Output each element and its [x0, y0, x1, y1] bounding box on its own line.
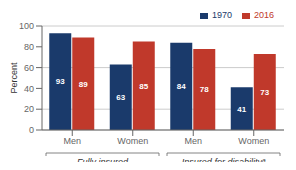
- svg-text:84: 84: [177, 82, 186, 91]
- svg-text:Women: Women: [238, 136, 269, 146]
- svg-text:41: 41: [237, 105, 246, 114]
- svg-text:80: 80: [24, 42, 34, 52]
- html-text:2016: 2016: [254, 10, 274, 20]
- svg-text:63: 63: [116, 93, 125, 102]
- svg-text:93: 93: [56, 77, 65, 86]
- svg-text:85: 85: [139, 82, 148, 91]
- svg-text:60: 60: [24, 63, 34, 73]
- svg-text:40: 40: [24, 84, 34, 94]
- html-text:1970: 1970: [211, 10, 232, 20]
- svg-text:Percent: Percent: [9, 62, 19, 94]
- svg-text:Women: Women: [117, 136, 148, 146]
- svg-text:20: 20: [24, 104, 34, 114]
- svg-text:Men: Men: [184, 136, 202, 146]
- svg-text:78: 78: [200, 85, 209, 94]
- svg-text:73: 73: [260, 88, 269, 97]
- svg-text:100: 100: [19, 21, 34, 31]
- svg-text:Fully insured: Fully insured: [77, 157, 129, 162]
- svg-text:89: 89: [79, 80, 88, 89]
- svg-text:0: 0: [29, 125, 34, 135]
- svg-text:Insured for disabilityᵃ: Insured for disabilityᵃ: [182, 157, 266, 162]
- svg-text:Men: Men: [63, 136, 81, 146]
